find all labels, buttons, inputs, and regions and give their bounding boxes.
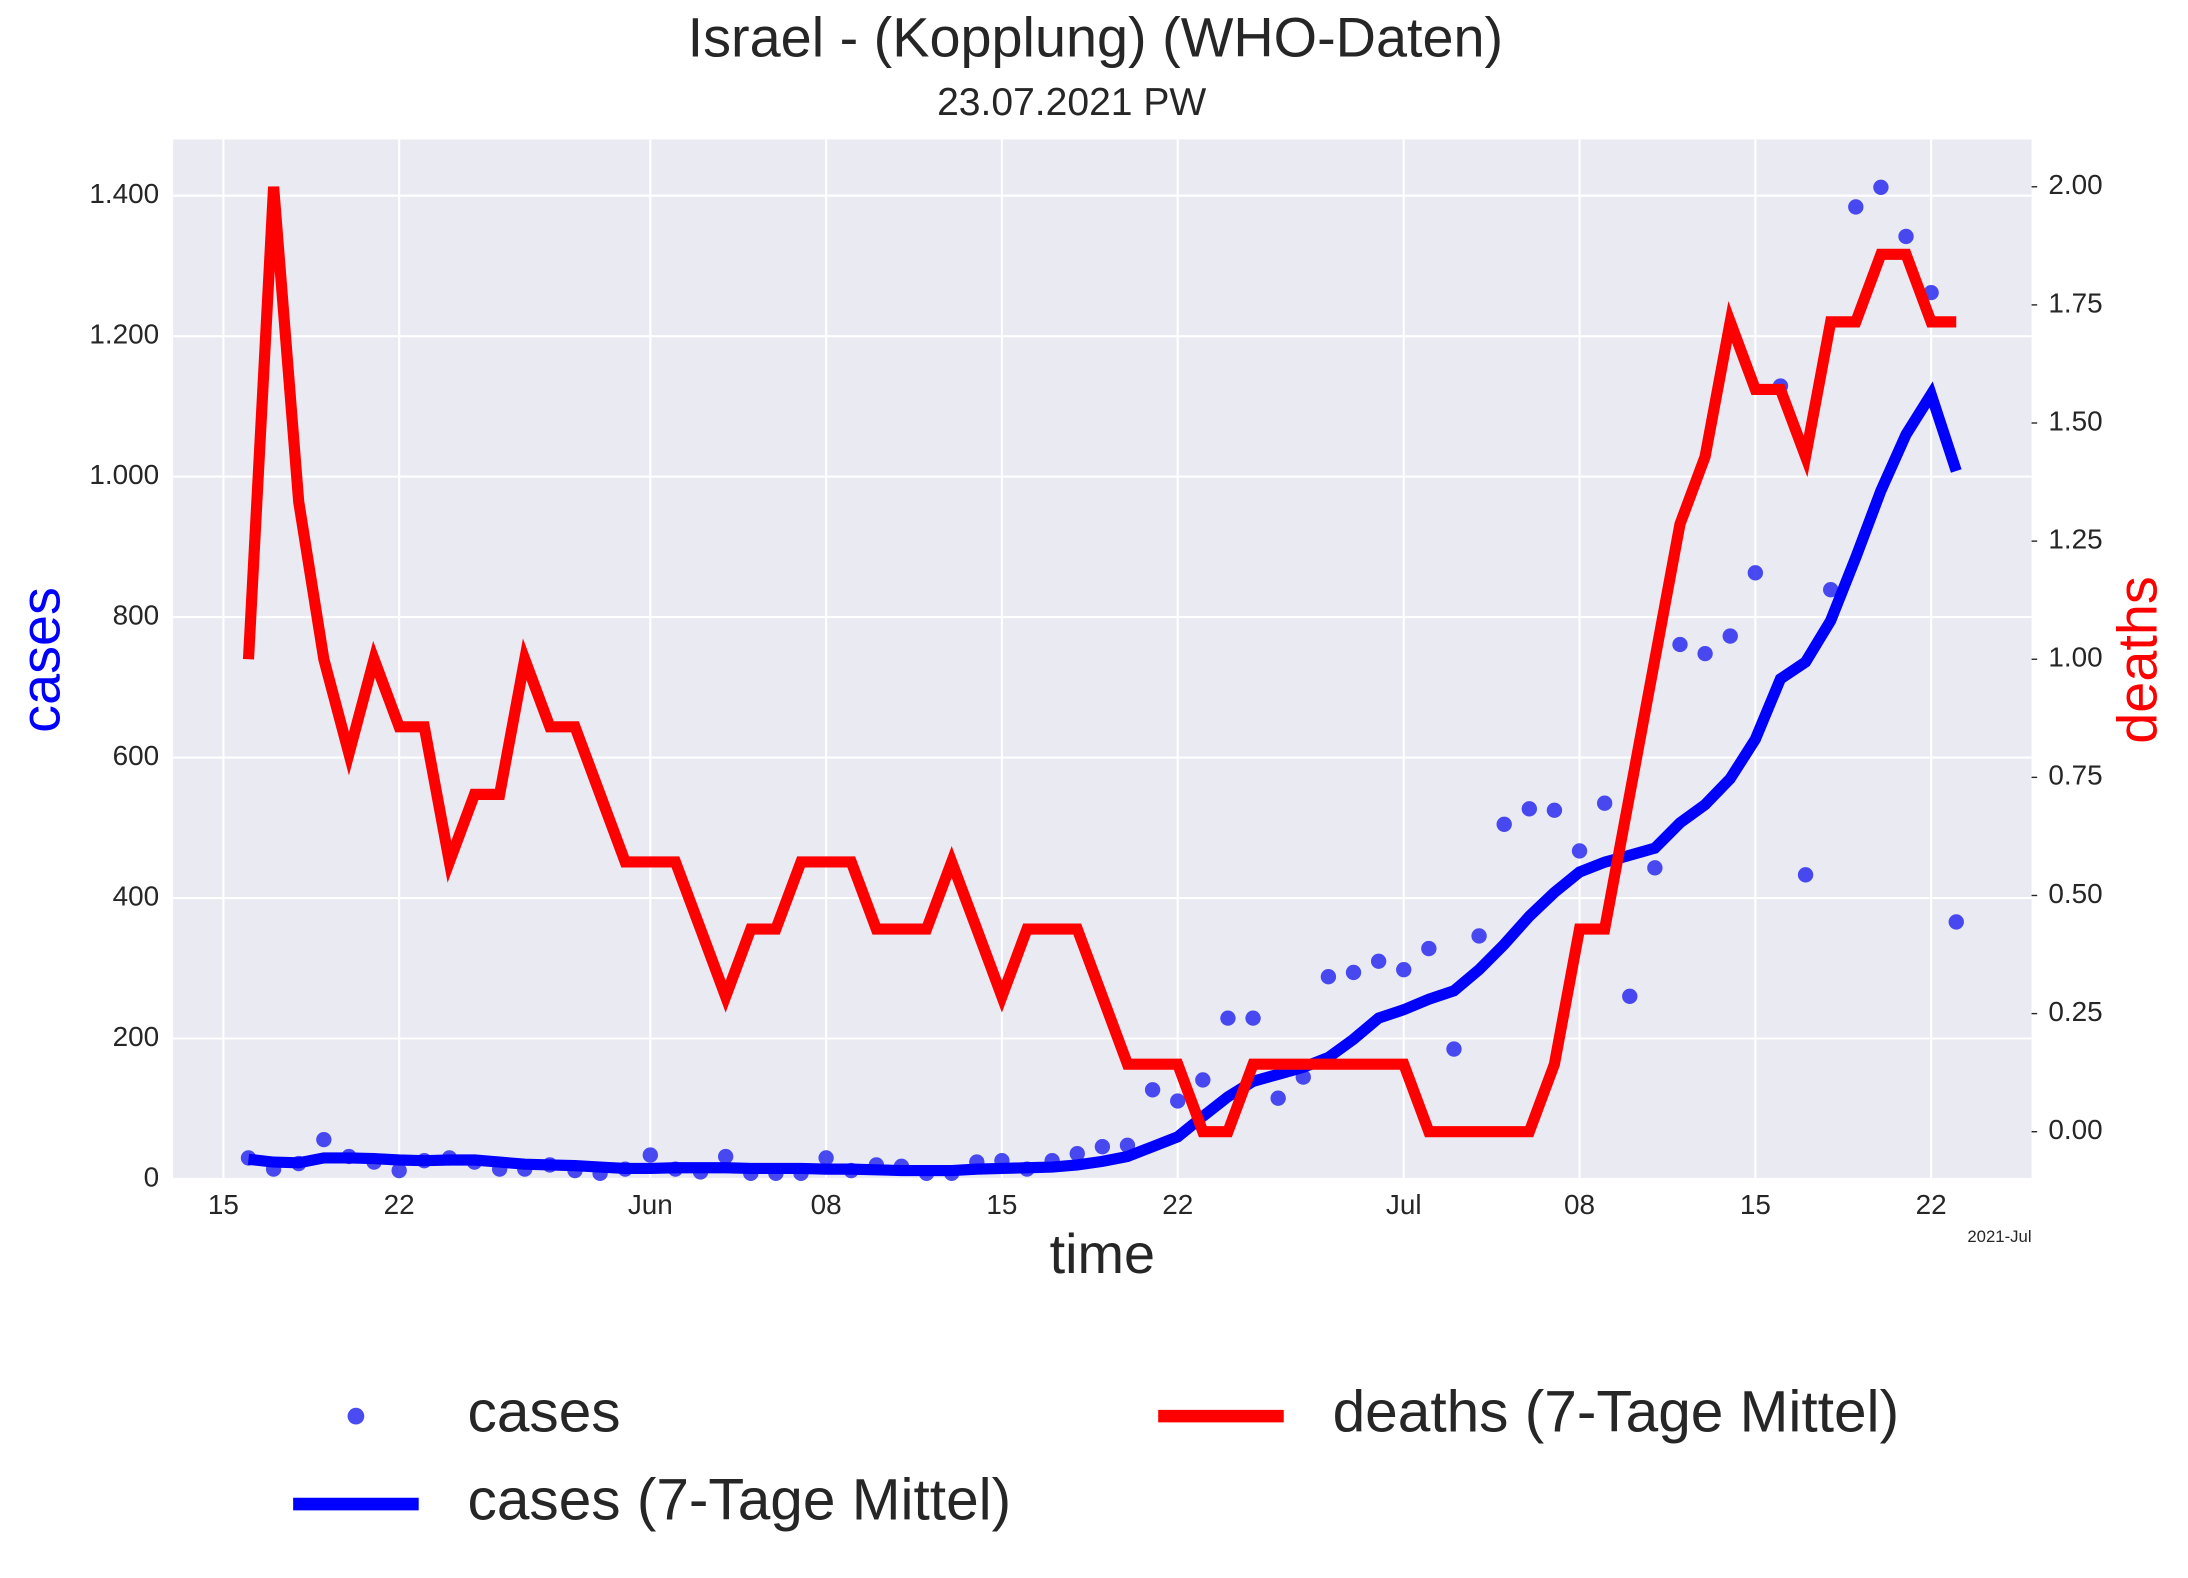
data-point	[1220, 1010, 1236, 1026]
data-point	[1747, 565, 1764, 581]
x-tick-label: 08	[811, 1189, 842, 1220]
x-tick-label: Jun	[628, 1189, 673, 1220]
y-tick-label: 400	[113, 880, 160, 911]
x-tick-label: 22	[384, 1189, 415, 1220]
data-point	[1446, 1041, 1462, 1057]
y-tick-label: 1.000	[89, 459, 159, 490]
data-point	[1094, 1138, 1111, 1155]
y-tick-label: 1.400	[89, 178, 159, 209]
data-point	[1170, 1093, 1186, 1109]
data-point	[1622, 988, 1638, 1005]
data-point	[391, 1162, 407, 1179]
legend-label: cases (7-Tage Mittel)	[468, 1468, 1012, 1533]
y2-tick-label: 0.50	[2048, 878, 2102, 909]
data-point	[1722, 628, 1738, 644]
y2-tick-label: 1.25	[2048, 524, 2102, 555]
x-tick-label: 22	[1162, 1189, 1193, 1220]
data-point	[1873, 179, 1889, 195]
y2-tick-label: 1.75	[2048, 287, 2102, 318]
data-point	[1396, 961, 1412, 978]
series-line	[247, 381, 1962, 1177]
data-point	[1848, 199, 1864, 215]
y-axis-label: cases	[9, 587, 72, 733]
data-point	[316, 1131, 332, 1148]
x-tick-label: 08	[1564, 1189, 1595, 1220]
data-point	[1596, 795, 1613, 811]
x-tick-label: 15	[986, 1189, 1017, 1220]
x-axis-label: time	[1050, 1222, 1155, 1285]
data-point	[1647, 860, 1663, 876]
legend-label: deaths (7-Tage Mittel)	[1333, 1380, 1900, 1445]
data-point	[642, 1147, 658, 1163]
data-point	[818, 1150, 834, 1166]
x-tick-label: 15	[1740, 1189, 1771, 1220]
data-point	[1370, 953, 1387, 969]
chart-subtitle: 23.07.2021 PW	[937, 81, 1206, 124]
data-point	[1421, 940, 1437, 957]
x-tick-label: Jul	[1386, 1189, 1422, 1220]
data-point	[1521, 801, 1537, 817]
data-point	[1471, 928, 1487, 944]
x-tick-label: 22	[1916, 1189, 1947, 1220]
data-point	[1069, 1146, 1085, 1162]
legend-marker	[347, 1407, 365, 1425]
data-point	[1797, 867, 1814, 883]
data-point	[1345, 964, 1362, 981]
y2-tick-label: 0.25	[2048, 996, 2102, 1027]
data-point	[1546, 802, 1563, 818]
y-tick-label: 200	[113, 1021, 160, 1052]
x-tick-label: 15	[208, 1189, 239, 1220]
legend-label: cases	[468, 1380, 621, 1445]
data-point	[717, 1148, 734, 1165]
data-point	[1195, 1072, 1211, 1088]
y-tick-label: 600	[113, 740, 160, 771]
plot-area	[173, 139, 2032, 1179]
y2-tick-label: 1.50	[2048, 405, 2102, 436]
data-point	[1948, 914, 1964, 930]
y2-tick-label: 0.00	[2048, 1114, 2102, 1145]
series-line	[242, 186, 1957, 1138]
data-point	[1496, 816, 1512, 832]
data-point	[1697, 645, 1713, 662]
y2-tick-label: 0.75	[2048, 760, 2102, 791]
data-point	[1823, 582, 1839, 598]
data-point	[1245, 1010, 1261, 1026]
x-offset-label: 2021-Jul	[1967, 1227, 2031, 1246]
data-point	[1898, 228, 1914, 245]
y-tick-label: 1.200	[89, 319, 159, 350]
data-point	[1144, 1082, 1161, 1098]
y2-tick-label: 1.00	[2048, 642, 2102, 673]
y2-axis-label: deaths	[2106, 576, 2169, 744]
data-point	[1571, 843, 1588, 859]
y-tick-label: 800	[113, 599, 160, 630]
data-point	[1320, 969, 1337, 985]
y2-tick-label: 2.00	[2048, 169, 2102, 200]
data-point	[1672, 636, 1688, 653]
data-point	[1270, 1090, 1286, 1106]
chart-title: Israel - (Kopplung) (WHO-Daten)	[688, 6, 1504, 69]
y-tick-label: 0	[144, 1161, 160, 1192]
